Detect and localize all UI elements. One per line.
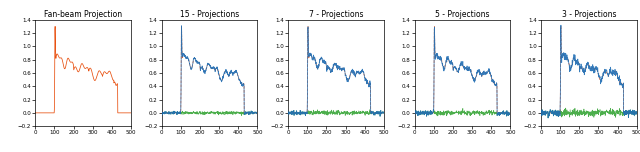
Title: 3 - Projections: 3 - Projections — [562, 10, 616, 19]
Title: 5 - Projections: 5 - Projections — [435, 10, 490, 19]
Title: 15 - Projections: 15 - Projections — [180, 10, 239, 19]
Title: 7 - Projections: 7 - Projections — [308, 10, 364, 19]
Title: Fan-beam Projection: Fan-beam Projection — [44, 10, 122, 19]
